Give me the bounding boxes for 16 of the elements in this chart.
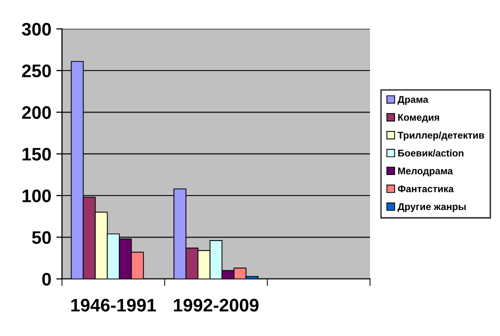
x-tick-label: 1946-1991 bbox=[71, 298, 156, 312]
legend-label: Драма bbox=[398, 96, 428, 105]
legend-label: Триллер/детектив bbox=[398, 132, 484, 141]
y-tick-label: 50 bbox=[32, 231, 51, 244]
legend-label: Фантастика bbox=[398, 185, 454, 192]
y-tick-label: 150 bbox=[22, 148, 51, 161]
y-tick-label: 250 bbox=[22, 64, 51, 78]
legend-label: Боевик/action bbox=[398, 149, 464, 157]
y-tick-label: 100 bbox=[22, 189, 51, 202]
y-tick-label: 300 bbox=[22, 22, 51, 36]
y-tick-label: 0 bbox=[42, 272, 51, 286]
legend-label: Мелодрама bbox=[398, 168, 453, 176]
legend-label: Другие жанры bbox=[398, 203, 466, 212]
y-tick-label: 200 bbox=[22, 106, 51, 119]
x-tick-label: 1992-2009 bbox=[174, 298, 259, 312]
legend-label: Комедия bbox=[398, 114, 440, 123]
